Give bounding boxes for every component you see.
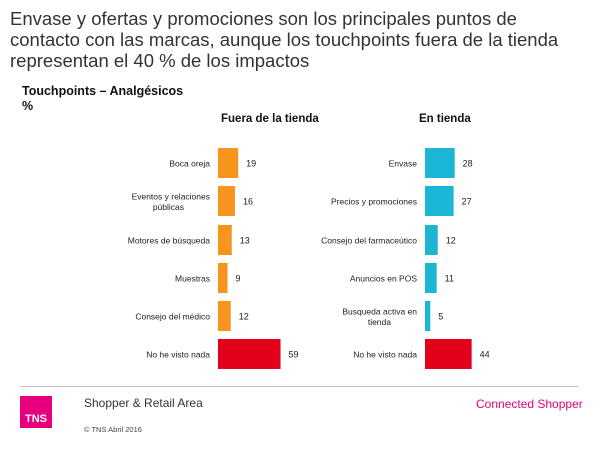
bar-instore-1 (425, 186, 454, 216)
panel-title-in-store: En tienda (419, 113, 471, 125)
bar-outside-1 (218, 186, 235, 216)
value-label-outside-4: 12 (239, 312, 249, 322)
value-label-instore-5: 44 (480, 350, 490, 360)
category-label-outside-5: No he visto nada (146, 350, 210, 360)
category-label-instore-5: No he visto nada (353, 350, 417, 360)
category-label-outside-3: Muestras (175, 274, 210, 284)
value-label-instore-2: 12 (446, 236, 456, 246)
category-label-outside-4: Consejo del médico (135, 312, 210, 322)
bar-outside-0 (218, 148, 239, 178)
chart-subtitle: Touchpoints – Analgésicos % (22, 84, 183, 114)
value-label-outside-0: 19 (246, 159, 256, 169)
tns-logo: TNS (20, 396, 52, 428)
value-label-outside-1: 16 (243, 197, 253, 207)
footer-copyright: © TNS Abril 2016 (84, 425, 142, 434)
panel-title-outside: Fuera de la tienda (221, 113, 319, 125)
value-label-instore-1: 27 (462, 197, 472, 207)
value-label-outside-2: 13 (240, 236, 250, 246)
category-label-outside-0: Boca oreja (169, 159, 210, 169)
category-label-instore-2: Consejo del farmaceútico (321, 236, 417, 246)
bar-outside-2 (218, 225, 232, 255)
bar-instore-5 (425, 339, 472, 369)
bar-instore-3 (425, 263, 437, 293)
category-label-instore-3: Anuncios en POS (350, 274, 417, 284)
bar-instore-2 (425, 225, 438, 255)
category-label-outside-2: Motores de búsqueda (128, 236, 210, 246)
value-label-instore-0: 28 (463, 159, 473, 169)
value-label-outside-5: 59 (289, 350, 299, 360)
value-label-instore-3: 11 (445, 274, 454, 284)
category-label-instore-4: Busqueda activa en tienda (342, 306, 417, 327)
category-label-instore-0: Envase (389, 159, 418, 169)
value-label-instore-4: 5 (438, 312, 443, 322)
bar-instore-4 (425, 301, 431, 331)
bar-outside-5 (218, 339, 281, 369)
category-label-instore-1: Precios y promociones (331, 197, 417, 207)
footer-area-label: Shopper & Retail Area (84, 396, 203, 410)
bar-instore-0 (425, 148, 455, 178)
category-label-outside-1: Eventos y relaciones públicas (132, 191, 210, 212)
bar-outside-4 (218, 301, 231, 331)
footer-brand: Connected Shopper (476, 397, 583, 411)
tns-logo-text: TNS (25, 413, 47, 425)
footer-divider (20, 386, 578, 387)
value-label-outside-3: 9 (236, 274, 241, 284)
subtitle-unit: % (22, 99, 34, 113)
bar-outside-3 (218, 263, 228, 293)
headline: Envase y ofertas y promociones son los p… (10, 8, 559, 71)
subtitle-label: Touchpoints – Analgésicos (22, 84, 184, 98)
